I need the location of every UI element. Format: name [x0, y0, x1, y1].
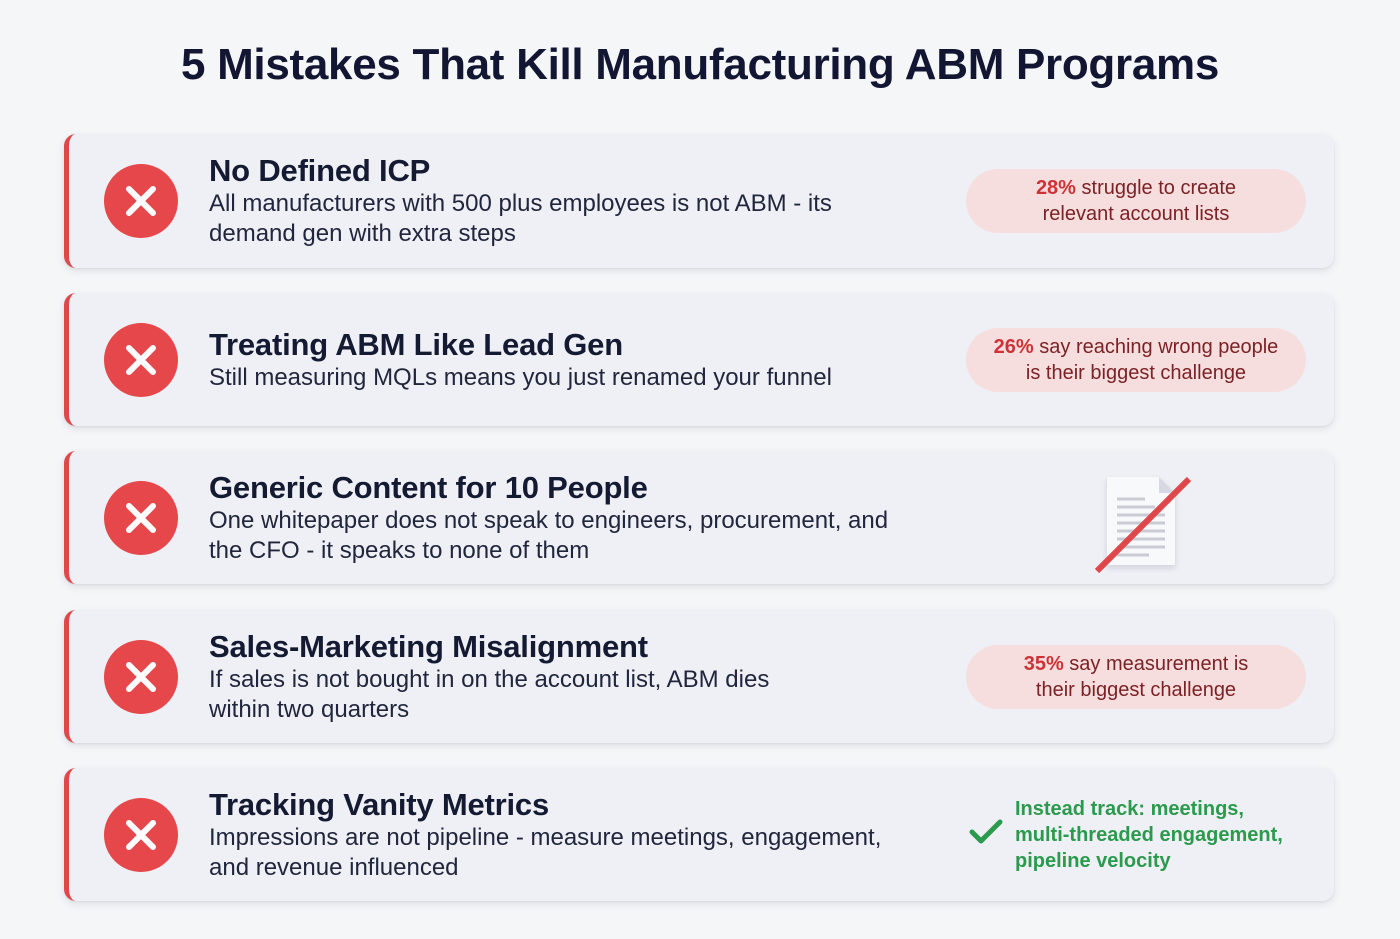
mistake-text: Treating ABM Like Lead Gen Still measuri…	[209, 327, 969, 393]
crossed-out-document-icon	[1089, 463, 1199, 578]
stat-text-line2: their biggest challenge	[1035, 678, 1237, 701]
mistake-title: Treating ABM Like Lead Gen	[209, 326, 623, 362]
stat-pill: 26% say reaching wrong people is their b…	[966, 327, 1306, 392]
mistake-card-2: Treating ABM Like Lead Gen Still measuri…	[64, 293, 1334, 426]
mistake-description-line1: Impressions are not pipeline - measure m…	[209, 823, 882, 851]
mistake-text: No Defined ICP All manufacturers with 50…	[209, 153, 969, 249]
stat-text-line2: relevant account lists	[1042, 203, 1230, 225]
mistake-card-1: No Defined ICP All manufacturers with 50…	[64, 134, 1334, 268]
mistake-description-line1: One whitepaper does not speak to enginee…	[209, 506, 889, 534]
stat-pill: 35% say measurement is their biggest cha…	[966, 644, 1306, 709]
x-circle-icon	[104, 797, 178, 872]
mistake-text: Generic Content for 10 People One whitep…	[209, 470, 969, 566]
mistake-card-5: Tracking Vanity Metrics Impressions are …	[64, 768, 1334, 901]
mistake-title: Sales-Marketing Misalignment	[209, 628, 648, 664]
mistake-title: Tracking Vanity Metrics	[209, 786, 549, 822]
checkmark-icon	[969, 818, 1003, 851]
stat-pill: 28% struggle to create relevant account …	[966, 169, 1306, 233]
mistake-card-3: Generic Content for 10 People One whitep…	[64, 451, 1334, 584]
page-title: 5 Mistakes That Kill Manufacturing ABM P…	[180, 40, 1219, 89]
x-circle-icon	[104, 164, 178, 238]
mistake-description-line2: and revenue influenced	[209, 853, 459, 881]
mistake-title: No Defined ICP	[209, 153, 431, 188]
mistake-description-line2: within two quarters	[209, 695, 410, 723]
stat-text-line2: is their biggest challenge	[1025, 361, 1247, 384]
stat-text: say reaching wrong people	[1033, 335, 1279, 358]
x-circle-icon	[104, 639, 178, 714]
x-circle-icon	[104, 480, 178, 555]
stat-percent: 35%	[1023, 652, 1064, 675]
mistake-title: Generic Content for 10 People	[209, 469, 648, 505]
mistake-description-line1: All manufacturers with 500 plus employee…	[209, 190, 832, 217]
stat-percent: 28%	[1035, 177, 1076, 199]
mistake-text: Sales-Marketing Misalignment If sales is…	[209, 629, 969, 725]
x-circle-icon	[104, 322, 178, 397]
mistake-description-line2: demand gen with extra steps	[209, 220, 516, 247]
instead-line3: pipeline velocity	[1015, 849, 1171, 872]
mistake-text: Tracking Vanity Metrics Impressions are …	[209, 787, 969, 883]
stat-text: struggle to create	[1075, 177, 1237, 199]
mistake-description-line1: If sales is not bought in on the account…	[209, 665, 770, 693]
instead-line1: Instead track: meetings,	[1015, 797, 1244, 820]
instead-track-callout: Instead track: meetings, multi-threaded …	[969, 796, 1283, 874]
mistake-description-line2: the CFO - it speaks to none of them	[209, 536, 590, 564]
stat-text: say measurement is	[1063, 652, 1249, 675]
mistake-description-line1: Still measuring MQLs means you just rena…	[209, 363, 832, 391]
instead-line2: multi-threaded engagement,	[1015, 823, 1283, 846]
mistake-card-4: Sales-Marketing Misalignment If sales is…	[64, 610, 1334, 743]
stat-percent: 26%	[993, 335, 1034, 358]
